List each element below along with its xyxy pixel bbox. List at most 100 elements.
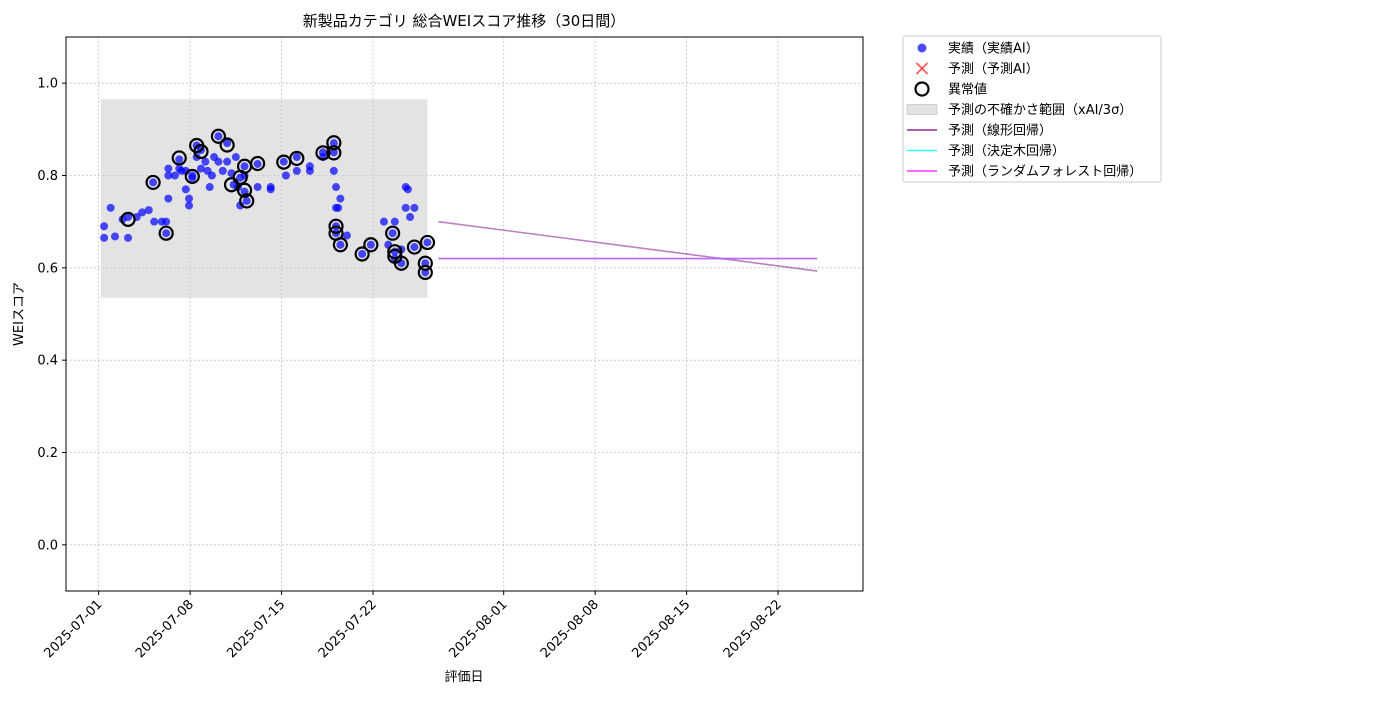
actual-point [218, 166, 227, 175]
x-tick-label: 2025-08-15 [629, 597, 693, 661]
actual-points-layer [100, 132, 432, 277]
anomaly-marker [354, 246, 370, 262]
x-tick-label: 2025-07-08 [133, 597, 197, 661]
actual-point [162, 217, 171, 226]
y-tick-label: 0.6 [37, 261, 58, 276]
actual-point [336, 240, 345, 249]
actual-point [336, 194, 345, 203]
actual-point [175, 155, 184, 164]
legend-x-stroke [915, 62, 929, 75]
actual-point [406, 213, 415, 222]
actual-point [197, 164, 206, 173]
actual-point [138, 208, 147, 217]
legend-dot-marker [917, 43, 927, 53]
actual-point [366, 240, 375, 249]
x-tick-label: 2025-08-08 [538, 597, 602, 661]
legend-ring-marker [914, 81, 930, 97]
anomaly-marker [250, 155, 266, 172]
legend-label: 予測（線形回帰） [948, 123, 1052, 139]
chart-title: 新製品カテゴリ 総合WEIスコア推移（30日間） [303, 12, 626, 30]
actual-point [329, 139, 338, 148]
actual-point [214, 132, 223, 141]
actual-point [106, 203, 115, 212]
anomaly-marker [363, 237, 379, 253]
anomaly-marker [184, 168, 200, 185]
anomaly-marker [239, 193, 255, 209]
legend-band-marker [906, 104, 938, 115]
actual-point [150, 217, 159, 226]
x-tick-label: 2025-07-15 [224, 597, 288, 661]
actual-point [342, 231, 351, 240]
y-tick-label: 0.2 [37, 446, 58, 461]
actual-point [164, 171, 173, 180]
legend-label: 予測（予測AI） [948, 62, 1039, 77]
anomaly-marker [158, 225, 174, 241]
actual-point [124, 233, 133, 242]
actual-point [223, 139, 232, 148]
anomaly-marker [419, 234, 436, 251]
actual-point [242, 196, 251, 205]
anomaly-marker [393, 255, 409, 271]
actual-point [185, 201, 194, 210]
legend-frame [902, 35, 1162, 183]
uncertainty-band-layer [100, 99, 428, 298]
anomaly-marker [385, 225, 401, 241]
actual-point [100, 222, 109, 231]
actual-point [100, 233, 109, 242]
actual-point [379, 217, 388, 226]
x-axis-label: 評価日 [444, 670, 483, 685]
anomaly-marker [193, 143, 209, 160]
actual-point [253, 159, 262, 168]
x-tick-label: 2025-08-22 [721, 597, 785, 661]
actual-point [188, 173, 197, 182]
actual-point [214, 157, 223, 166]
anomaly-marker [171, 150, 187, 166]
actual-point [423, 238, 432, 247]
actual-point [201, 157, 210, 166]
legend-label: 予測（ランダムフォレスト回帰） [948, 164, 1142, 180]
actual-point [240, 162, 249, 171]
anomaly-marker [406, 239, 423, 255]
y-tick-label: 0.0 [37, 538, 58, 553]
actual-point [223, 157, 232, 166]
actual-point [181, 185, 190, 194]
x-tick-label: 2025-07-01 [41, 597, 105, 661]
actual-point [110, 232, 119, 241]
anomaly-marker [210, 128, 227, 144]
anomaly-points-layer [120, 128, 436, 281]
anomaly-marker [219, 137, 235, 153]
actual-point [279, 157, 288, 166]
y-tick-label: 0.8 [37, 169, 58, 184]
actual-point [164, 194, 173, 203]
actual-point [144, 206, 153, 215]
actual-point [403, 185, 412, 194]
actual-point [401, 203, 410, 212]
actual-point [205, 183, 214, 192]
actual-point [332, 183, 341, 192]
actual-point [410, 243, 419, 252]
actual-point [329, 166, 338, 175]
legend-label: 異常値 [948, 82, 987, 98]
actual-point [388, 229, 397, 238]
actual-point [292, 166, 301, 175]
y-axis-label: WEIスコア [12, 282, 27, 346]
legend-label: 予測（決定木回帰） [948, 143, 1065, 159]
legend-label: 実績（実績AI） [948, 41, 1039, 57]
x-tick-label: 2025-08-01 [446, 597, 510, 661]
anomaly-marker [328, 218, 344, 234]
legend-label: 予測の不確かさ範囲（xAI/3σ） [948, 102, 1132, 118]
anomaly-marker [326, 145, 342, 161]
anomaly-marker [417, 264, 433, 281]
x-axis: 2025-07-01 2025-07-08 2025-07-15 2025-07-22… [41, 591, 785, 661]
anomaly-marker [145, 174, 161, 191]
actual-point [329, 148, 338, 157]
anomaly-marker [387, 244, 403, 260]
actual-point [236, 201, 245, 210]
actual-point [358, 249, 367, 258]
anomaly-marker [326, 135, 342, 151]
forecast-line-layer [438, 220, 818, 272]
actual-point [292, 153, 301, 162]
actual-point [305, 166, 314, 175]
